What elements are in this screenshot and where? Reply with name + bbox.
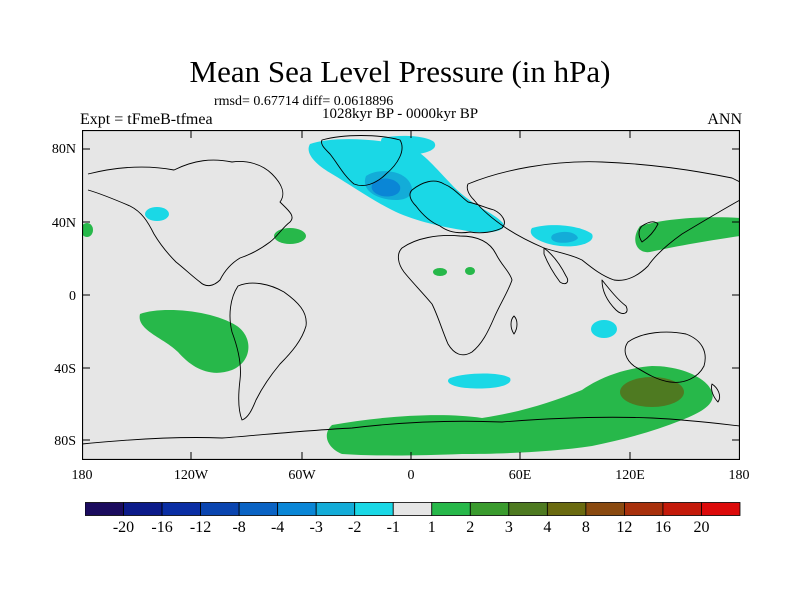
- map-title: Mean Sea Level Pressure (in hPa): [189, 54, 611, 89]
- colorbar-box: [200, 502, 240, 516]
- colorbar-box: [123, 502, 163, 516]
- patch-mediterranean-core: [551, 231, 578, 243]
- patch-east-atlantic-small-positive: [82, 223, 93, 237]
- colorbar-label: -2: [348, 519, 362, 536]
- lat-label-40n: 40N: [51, 216, 76, 231]
- colorbar: [85, 502, 741, 516]
- colorbar-label: 4: [543, 519, 552, 536]
- lat-label-80n: 80N: [51, 142, 76, 157]
- map-frame: [82, 130, 740, 460]
- patch-arctic-negative: [381, 135, 436, 155]
- colorbar-label: 12: [616, 519, 633, 536]
- coast-india: [543, 247, 569, 285]
- colorbar-box: [315, 502, 356, 516]
- coast-antarctica: [82, 416, 740, 445]
- colorbar-label: -12: [189, 519, 212, 536]
- colorbar-box: [508, 502, 548, 516]
- colorbar-box: [85, 502, 124, 516]
- lat-label-0: 0: [69, 289, 76, 304]
- patch-east-africa-positive: [465, 267, 475, 275]
- colorbar-box: [662, 502, 702, 516]
- coast-australia: [624, 331, 706, 383]
- patch-west-atlantic-positive: [274, 228, 306, 244]
- colorbar-box: [546, 502, 587, 516]
- colorbar-box: [392, 502, 433, 516]
- colorbar-box: [431, 502, 471, 516]
- colorbar-label: 1: [427, 519, 436, 536]
- colorbar-label: -3: [309, 519, 323, 536]
- coast-south-america: [229, 282, 307, 421]
- coast-north-america: [87, 159, 293, 287]
- coast-japan: [638, 221, 659, 243]
- period-line: 1028kyr BP - 0000kyr BP: [322, 106, 479, 122]
- patch-pacific-small-negative: [145, 207, 169, 221]
- patch-southern-ocean-positive: [326, 366, 713, 456]
- colorbar-label: -20: [112, 519, 135, 536]
- experiment-label: Expt = tFmeB-tfmea: [80, 111, 213, 128]
- colorbar-label: -8: [232, 519, 246, 536]
- patch-south-pacific-positive: [139, 310, 249, 373]
- colorbar-box: [469, 502, 510, 516]
- colorbar-box: [585, 502, 625, 516]
- coast-madagascar: [510, 315, 518, 335]
- patch-nordic-deep: [371, 178, 401, 197]
- pressure-map: [82, 130, 740, 460]
- coast-southeast-asia: [601, 279, 628, 314]
- patch-southern-ocean-core: [620, 377, 684, 407]
- colorbar-label: -16: [151, 519, 173, 536]
- coast-new-zealand: [711, 383, 721, 403]
- lat-label-40s: 40S: [54, 362, 76, 377]
- colorbar-label: 8: [581, 519, 590, 536]
- coast-asia: [466, 161, 740, 281]
- patch-north-pacific-positive: [635, 217, 740, 253]
- coastlines: [82, 135, 740, 445]
- patch-indian-ocean-negative: [591, 320, 617, 338]
- lon-label-120w: 120W: [173, 468, 209, 483]
- colorbar-box: [701, 502, 741, 516]
- lon-label-60w: 60W: [288, 468, 316, 483]
- stats-line: rmsd= 0.67714 diff= 0.0618896: [214, 94, 394, 109]
- colorbar-box: [238, 502, 279, 516]
- colorbar-box: [624, 502, 664, 516]
- colorbar-boxes: [85, 502, 741, 516]
- lon-label-60e: 60E: [508, 468, 532, 483]
- map-ticks: [82, 130, 740, 460]
- colorbar-box: [354, 502, 394, 516]
- patch-sahara-positive: [433, 268, 447, 276]
- lat-label-80s: 80S: [54, 434, 76, 449]
- lon-label-180e: 180: [728, 468, 750, 483]
- coast-greenland: [321, 135, 403, 186]
- colorbar-box: [277, 502, 317, 516]
- season-label: ANN: [707, 111, 742, 128]
- colorbar-label: 16: [654, 519, 671, 536]
- coast-europe: [409, 180, 505, 234]
- lon-label-120e: 120E: [615, 468, 645, 483]
- colorbar-box: [161, 502, 201, 516]
- colorbar-label: -1: [386, 519, 400, 536]
- lon-label-0: 0: [407, 468, 415, 483]
- colorbar-label: 20: [693, 519, 710, 536]
- patch-south-atlantic-negative: [447, 373, 511, 389]
- colorbar-label: 3: [504, 519, 513, 536]
- anomaly-patches: [82, 135, 740, 456]
- colorbar-label: -4: [270, 519, 285, 536]
- lon-label-180w: 180: [71, 468, 93, 483]
- colorbar-label: 2: [466, 519, 475, 536]
- coast-africa: [397, 235, 513, 356]
